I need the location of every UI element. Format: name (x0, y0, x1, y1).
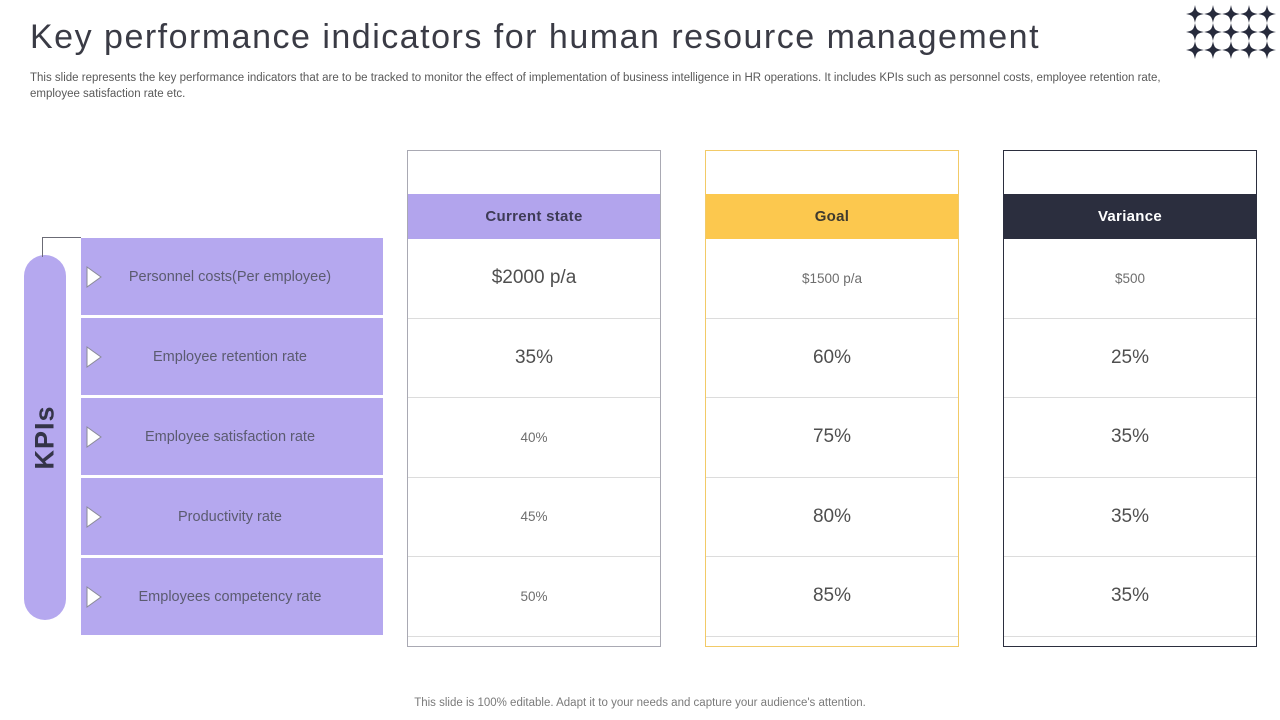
column-cells: $500 25% 35% 35% 35% (1004, 239, 1256, 637)
kpi-value-cell: 60% (706, 319, 958, 398)
kpi-value: 35% (1110, 505, 1150, 527)
star-icon (1222, 23, 1240, 41)
kpi-value-cell: $1500 p/a (706, 239, 958, 319)
kpi-value-cell: 45% (408, 478, 660, 557)
kpi-value-cell: 40% (408, 398, 660, 478)
kpi-value-cell: 35% (1004, 557, 1256, 637)
kpi-value: 45% (520, 509, 548, 525)
star-icon (1204, 41, 1222, 59)
kpi-value-cell: 50% (408, 557, 660, 637)
kpi-value: 35% (514, 346, 554, 368)
slide-description: This slide represents the key performanc… (30, 72, 1161, 101)
star-icon (1258, 5, 1276, 23)
kpi-table: Current state $2000 p/a 35% 40% 45% 50% Goal… (407, 150, 1257, 647)
kpi-value: 75% (812, 426, 852, 448)
kpi-value: 85% (812, 585, 852, 607)
kpi-value: 50% (520, 588, 548, 604)
column-bottom-spacer (1004, 637, 1256, 647)
star-icon (1222, 41, 1240, 59)
column-top-spacer (1004, 151, 1256, 194)
kpi-value-cell: 35% (408, 319, 660, 398)
column-bottom-spacer (706, 637, 958, 647)
kpi-value-cell: 25% (1004, 319, 1256, 398)
star-icon (1186, 5, 1204, 23)
star-icon (1186, 23, 1204, 41)
kpi-value-cell: $500 (1004, 239, 1256, 319)
triangle-arrow-icon (86, 425, 102, 448)
column-top-spacer (408, 151, 660, 194)
kpi-row-label: Employees competency rate (138, 588, 322, 605)
triangle-arrow-icon (86, 265, 102, 288)
star-icon (1186, 41, 1204, 59)
triangle-arrow-icon (86, 505, 102, 528)
kpi-table-column: Goal $1500 p/a 60% 75% 80% 85% (705, 150, 959, 647)
column-cells: $2000 p/a 35% 40% 45% 50% (408, 239, 660, 637)
star-icon (1240, 5, 1258, 23)
kpi-value-cell: 35% (1004, 478, 1256, 557)
kpi-value: 40% (520, 429, 548, 445)
kpi-row-label: Personnel costs(Per employee) (128, 268, 332, 285)
kpi-row: Personnel costs(Per employee) (81, 238, 383, 315)
kpi-row-label: Productivity rate (178, 508, 282, 525)
kpi-row: Productivity rate (81, 478, 383, 555)
kpi-list: Personnel costs(Per employee) Employee r… (81, 238, 383, 635)
kpi-table-column: Current state $2000 p/a 35% 40% 45% 50% (407, 150, 661, 647)
triangle-arrow-icon (86, 345, 102, 368)
kpis-side-label: KPIs (29, 405, 60, 470)
star-icon (1204, 23, 1222, 41)
kpi-value-cell: 35% (1004, 398, 1256, 478)
star-icon (1240, 41, 1258, 59)
kpi-value: $2000 p/a (491, 267, 577, 289)
kpi-row: Employee satisfaction rate (81, 398, 383, 475)
kpi-row-label: Employee retention rate (153, 348, 307, 365)
kpi-value: 25% (1110, 346, 1150, 368)
column-header: Goal (706, 194, 958, 239)
kpi-row-label: Employee satisfaction rate (144, 428, 316, 445)
column-top-spacer (706, 151, 958, 194)
column-header: Variance (1004, 194, 1256, 239)
star-icon (1258, 23, 1276, 41)
page-title: Key performance indicators for human res… (30, 18, 1041, 56)
star-grid-decoration (1186, 5, 1276, 59)
kpi-table-column: Variance $500 25% 35% 35% 35% (1003, 150, 1257, 647)
kpi-value: 80% (812, 505, 852, 527)
kpi-value: 60% (812, 346, 852, 368)
star-icon (1258, 41, 1276, 59)
footer-note: This slide is 100% editable. Adapt it to… (414, 697, 866, 709)
kpi-row: Employees competency rate (81, 558, 383, 635)
kpis-pill: KPIs (24, 255, 66, 620)
column-header: Current state (408, 194, 660, 239)
kpi-value: 35% (1110, 585, 1150, 607)
triangle-arrow-icon (86, 585, 102, 608)
star-icon (1222, 5, 1240, 23)
connector-line-horizontal (42, 237, 81, 238)
kpi-value-cell: $2000 p/a (408, 239, 660, 319)
kpi-value: $500 (1114, 270, 1146, 286)
star-icon (1204, 5, 1222, 23)
column-cells: $1500 p/a 60% 75% 80% 85% (706, 239, 958, 637)
star-icon (1240, 23, 1258, 41)
column-bottom-spacer (408, 637, 660, 647)
kpi-value-cell: 80% (706, 478, 958, 557)
kpi-value-cell: 85% (706, 557, 958, 637)
connector-line-vertical (42, 237, 43, 257)
kpi-value-cell: 75% (706, 398, 958, 478)
kpi-value: $1500 p/a (801, 270, 863, 286)
kpi-value: 35% (1110, 426, 1150, 448)
kpi-row: Employee retention rate (81, 318, 383, 395)
